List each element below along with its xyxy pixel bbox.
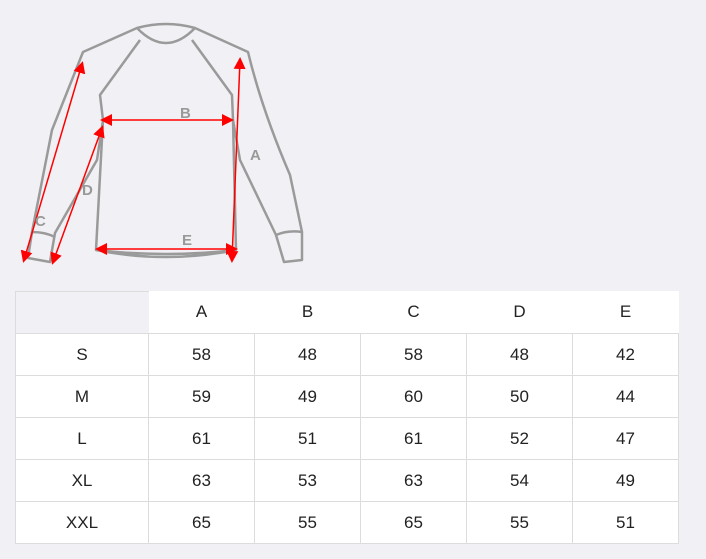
column-header: E xyxy=(572,291,679,334)
value-cell: 49 xyxy=(572,459,679,502)
corner-cell xyxy=(15,291,149,334)
label-c: C xyxy=(35,213,46,230)
label-b: B xyxy=(180,105,191,122)
shirt-measurement-diagram: A B C D E xyxy=(20,22,304,265)
size-chart-table: A B C D E S 58 48 58 48 42 M 59 49 60 50 44 L 61 51 61 5… xyxy=(15,291,679,544)
value-cell: 54 xyxy=(466,459,573,502)
value-cell: 51 xyxy=(254,417,361,460)
table-header-row: A B C D E xyxy=(15,291,679,334)
column-header: D xyxy=(466,291,573,334)
value-cell: 58 xyxy=(360,333,467,376)
value-cell: 53 xyxy=(254,459,361,502)
label-a: A xyxy=(250,147,261,164)
value-cell: 63 xyxy=(148,459,255,502)
value-cell: 44 xyxy=(572,375,679,418)
size-cell: XL xyxy=(15,459,149,502)
value-cell: 65 xyxy=(360,501,467,544)
measurement-arrows xyxy=(20,57,246,265)
value-cell: 61 xyxy=(360,417,467,460)
value-cell: 51 xyxy=(572,501,679,544)
value-cell: 65 xyxy=(148,501,255,544)
value-cell: 55 xyxy=(466,501,573,544)
column-header: A xyxy=(148,291,255,334)
value-cell: 58 xyxy=(148,333,255,376)
size-cell: S xyxy=(15,333,149,376)
arrow-a xyxy=(226,57,246,263)
size-cell: L xyxy=(15,417,149,460)
label-d: D xyxy=(82,182,93,199)
size-cell: XXL xyxy=(15,501,149,544)
size-cell: M xyxy=(15,375,149,418)
column-header: B xyxy=(254,291,361,334)
arrow-d xyxy=(50,125,105,265)
value-cell: 59 xyxy=(148,375,255,418)
value-cell: 61 xyxy=(148,417,255,460)
value-cell: 48 xyxy=(254,333,361,376)
value-cell: 55 xyxy=(254,501,361,544)
value-cell: 48 xyxy=(466,333,573,376)
label-e: E xyxy=(182,232,192,249)
table-row: S 58 48 58 48 42 xyxy=(15,333,679,376)
table-row: XL 63 53 63 54 49 xyxy=(15,459,679,502)
value-cell: 42 xyxy=(572,333,679,376)
table-row: M 59 49 60 50 44 xyxy=(15,375,679,418)
value-cell: 49 xyxy=(254,375,361,418)
arrow-c xyxy=(20,61,86,263)
value-cell: 47 xyxy=(572,417,679,460)
value-cell: 52 xyxy=(466,417,573,460)
value-cell: 50 xyxy=(466,375,573,418)
table-row: L 61 51 61 52 47 xyxy=(15,417,679,460)
table-row: XXL 65 55 65 55 51 xyxy=(15,501,679,544)
value-cell: 63 xyxy=(360,459,467,502)
shirt-outline xyxy=(26,22,304,264)
value-cell: 60 xyxy=(360,375,467,418)
column-header: C xyxy=(360,291,467,334)
